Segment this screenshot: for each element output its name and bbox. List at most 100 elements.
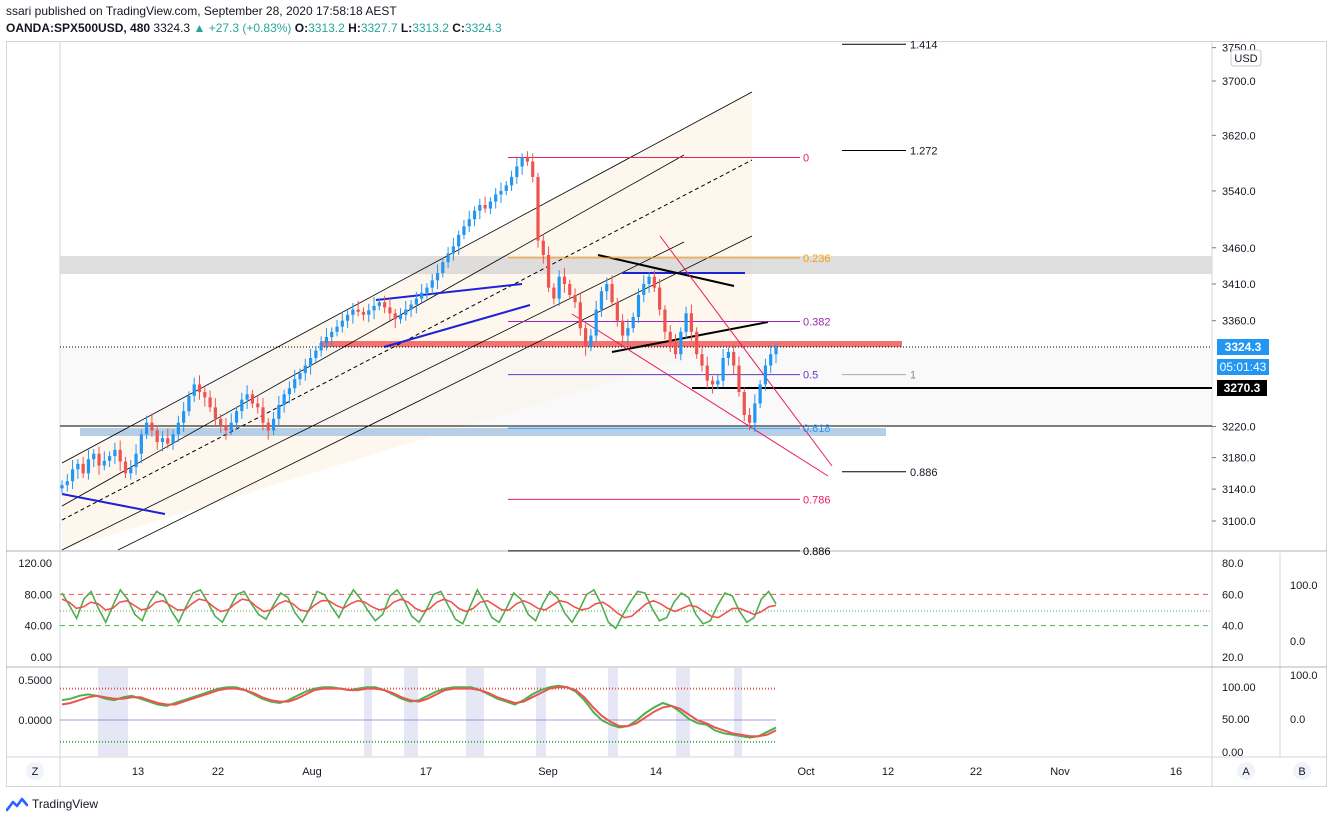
candle-body — [234, 411, 239, 423]
chart-frame — [6, 41, 1327, 787]
candle-body — [97, 453, 101, 466]
osc2-right-tick-2: 100.0 — [1290, 670, 1318, 682]
oscillator-pane-2[interactable]: 0.5000 0.0000 100.00 50.00 0.00 100.0 0.0 — [18, 668, 1318, 759]
candle-body — [256, 403, 260, 408]
candle-body — [478, 205, 482, 211]
footer-brand-text: TradingView — [32, 797, 99, 811]
osc2-series-line — [61, 686, 777, 738]
candle-body — [626, 328, 630, 336]
osc1-right-tick: 40.0 — [1222, 621, 1243, 633]
candle-body — [176, 422, 180, 435]
candle-body — [615, 302, 619, 321]
candle-body — [763, 365, 768, 385]
candle-body — [293, 379, 297, 389]
candle-body — [129, 467, 133, 474]
candle-body — [245, 394, 249, 400]
candle-body — [92, 453, 96, 460]
candle-body — [203, 392, 207, 398]
extension-label: 1.414 — [910, 39, 938, 51]
candle-body — [668, 331, 672, 344]
fib-label: 0 — [803, 152, 809, 164]
candle-body — [769, 354, 773, 366]
candle-body — [150, 422, 154, 431]
osc1-series-line — [61, 588, 777, 630]
b-button[interactable]: B — [1293, 762, 1311, 780]
osc1-left-tick: 40.00 — [24, 621, 52, 633]
candle-body — [213, 407, 217, 419]
candle-body — [192, 384, 196, 396]
osc1-left-tick: 120.00 — [18, 558, 52, 570]
change-value: +27.3 (+0.83%) — [208, 21, 292, 35]
osc1-right-tick: 20.0 — [1222, 652, 1243, 664]
candle-body — [710, 380, 715, 385]
price-axis[interactable]: 3750.03700.03620.03540.03460.03410.03360… — [1212, 43, 1256, 528]
candle-body — [250, 394, 254, 404]
footer-brand[interactable]: TradingView — [6, 796, 98, 812]
osc2-shade-bar — [608, 668, 618, 756]
candle-body — [689, 313, 693, 332]
candle-body — [224, 425, 228, 431]
support-zone — [80, 428, 886, 436]
candle-body — [70, 469, 75, 482]
close-value: 3324.3 — [464, 21, 502, 35]
candle-body — [695, 331, 699, 355]
candle-body — [557, 276, 561, 299]
extension-label: 0.886 — [910, 467, 938, 479]
candle-body — [266, 422, 270, 431]
candle-body — [515, 166, 519, 177]
candle-body — [414, 298, 418, 305]
candle-body — [420, 292, 424, 299]
candle-body — [605, 283, 609, 292]
candle-body — [663, 309, 667, 332]
extension-label: 1.272 — [910, 146, 938, 158]
fib-label: 0.5 — [803, 370, 818, 382]
price-tick-label: 3180.0 — [1222, 453, 1256, 465]
candle-body — [314, 350, 318, 358]
black-trendline-2 — [611, 321, 769, 353]
tradingview-logo-icon — [6, 797, 28, 812]
header-publish-line: ssari published on TradingView.com, Sept… — [6, 4, 397, 18]
price-tick-label: 3360.0 — [1222, 316, 1256, 328]
a-button[interactable]: A — [1237, 762, 1255, 780]
candle-body — [726, 351, 730, 358]
countdown-badge: 05:01:43 — [1217, 359, 1269, 375]
last-price-badge: 3324.3 — [1217, 339, 1269, 355]
price-tick-label: 3410.0 — [1222, 279, 1256, 291]
price-tick-label: 3540.0 — [1222, 186, 1256, 198]
candle-body — [102, 460, 106, 466]
time-tick-label: Aug — [302, 766, 322, 778]
candle-body — [610, 283, 614, 303]
price-tick-label: 3220.0 — [1222, 422, 1256, 434]
osc1-left-tick: 80.00 — [24, 589, 52, 601]
channel-lower-outer — [117, 235, 753, 551]
price-tick-label: 3700.0 — [1222, 76, 1256, 88]
candle-body — [578, 302, 582, 329]
candle-body — [562, 276, 567, 284]
candle-body — [747, 414, 752, 423]
osc1-right-tick-2: 100.0 — [1290, 580, 1318, 592]
candle-body — [721, 357, 725, 381]
osc2-shade-bar — [536, 668, 546, 756]
candle-body — [673, 343, 678, 355]
candle-body — [499, 190, 503, 195]
symbol-label[interactable]: OANDA:SPX500USD, 480 — [6, 21, 151, 35]
candle-body — [182, 411, 186, 423]
b-label: B — [1298, 766, 1305, 778]
level-3270-badge: 3270.3 — [1217, 380, 1267, 396]
candle-body — [451, 246, 455, 254]
candle-body — [351, 309, 355, 315]
resistance-zone — [60, 256, 1212, 274]
price-pane[interactable]: 0 0.236 0.382 0.5 0.618 0.786 0.886 1.414 1.272 1… — [6, 39, 1327, 787]
time-axis[interactable]: 13 22 Aug 17 Sep 14 Oct 12 22 Nov 16 — [132, 766, 1182, 778]
candles — [60, 151, 778, 494]
candle-body — [679, 331, 683, 355]
candle-body — [467, 219, 471, 227]
candle-body — [774, 347, 778, 355]
z-button[interactable]: Z — [26, 762, 44, 780]
oscillator-pane-1[interactable]: 120.00 80.00 40.00 0.00 80.0 60.0 40.0 20.0 100.… — [18, 558, 1317, 664]
candle-body — [573, 294, 577, 303]
candle-body — [700, 354, 704, 366]
osc2-shade-bar — [364, 668, 372, 756]
countdown-text: 05:01:43 — [1220, 360, 1267, 374]
